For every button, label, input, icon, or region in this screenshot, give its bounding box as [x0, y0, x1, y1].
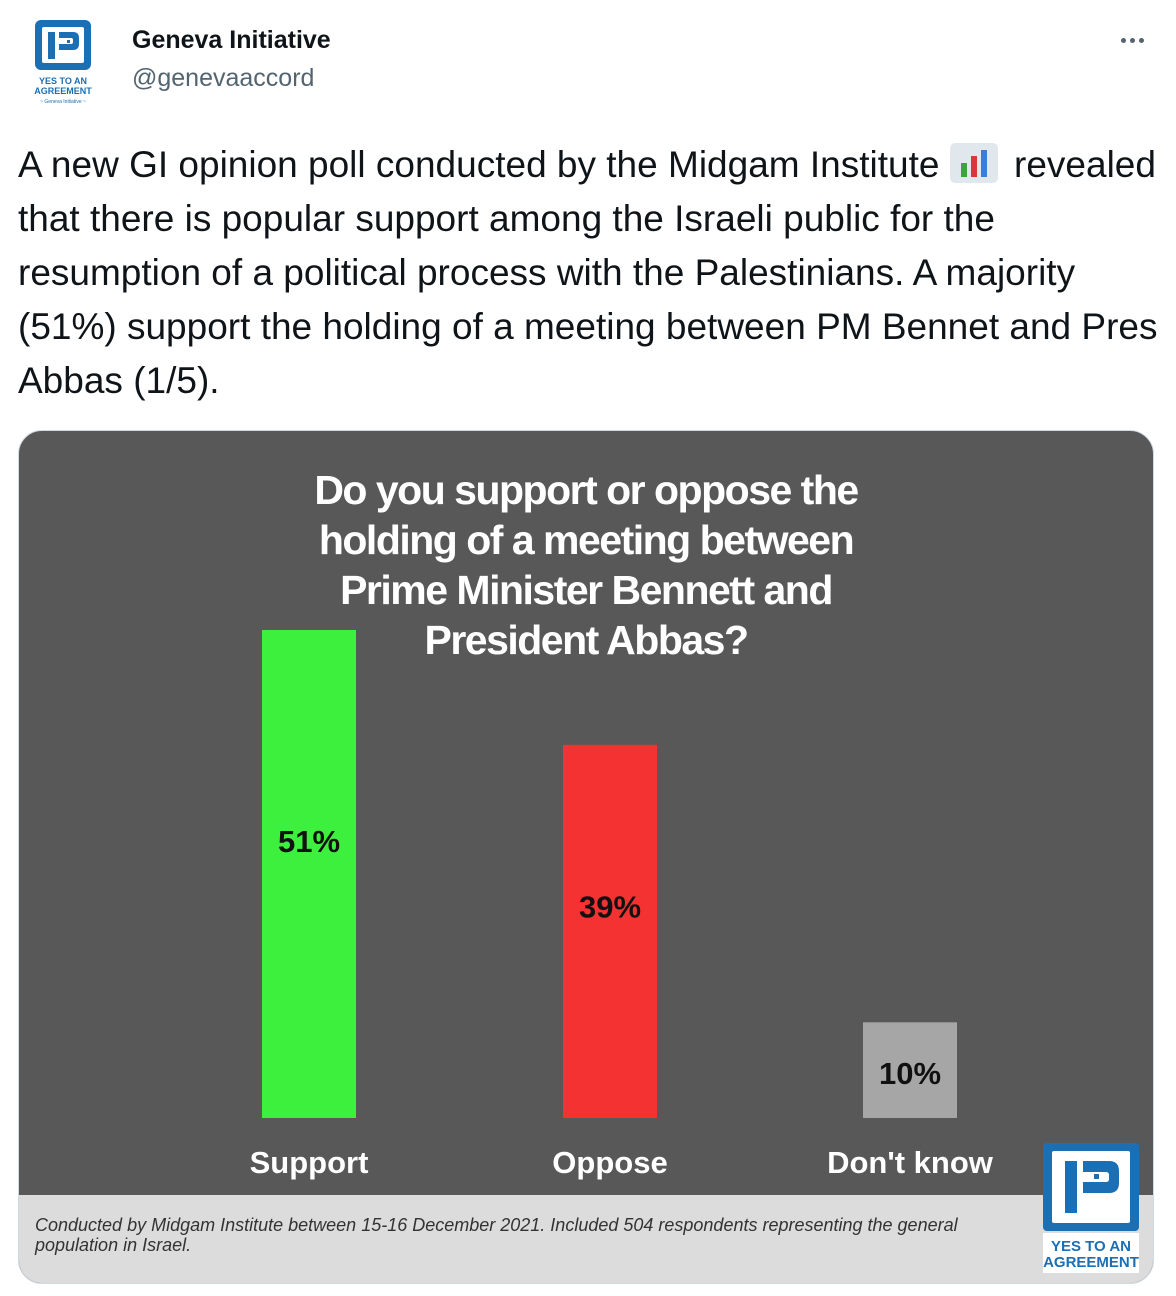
chart-title-line: Prime Minister Bennett and	[340, 567, 833, 613]
avatar[interactable]: YES TO AN AGREEMENT ~ Geneva Initiative …	[22, 18, 104, 110]
bar-2	[863, 1022, 957, 1118]
footnote-bar: Conducted by Midgam Institute between 15…	[19, 1195, 1153, 1283]
avatar-text-line1: YES TO AN	[39, 76, 87, 86]
more-options-button[interactable]	[1110, 22, 1154, 58]
tweet-text-part2: revealed that there is popular support a…	[18, 144, 1158, 401]
avatar-text-line2: AGREEMENT	[34, 86, 92, 96]
chart-title-line: Do you support or oppose the	[314, 467, 859, 513]
bar-chart-emoji-icon	[949, 143, 998, 183]
tweet-image[interactable]: Do you support or oppose the holding of …	[18, 430, 1154, 1284]
tweet-text: A new GI opinion poll conducted by the M…	[18, 138, 1163, 408]
logo-text-line2: AGREEMENT	[1043, 1254, 1139, 1271]
bar-value-label: 39%	[579, 889, 641, 924]
tweet-text-part1: A new GI opinion poll conducted by the M…	[18, 144, 950, 185]
category-label: Support	[250, 1145, 369, 1180]
yes-to-an-agreement-logo: YES TO AN AGREEMENT	[1043, 1143, 1141, 1273]
survey-footnote: Conducted by Midgam Institute between 15…	[35, 1215, 958, 1255]
avatar-text-line3: ~ Geneva Initiative ~	[40, 99, 86, 105]
author-name[interactable]: Geneva Initiative	[132, 26, 331, 54]
bar-0	[262, 630, 356, 1118]
chart-title: Do you support or oppose the holding of …	[19, 465, 1153, 665]
author-handle[interactable]: @genevaaccord	[132, 64, 315, 92]
logo-text-line1: YES TO AN	[1051, 1238, 1131, 1255]
bar-chart: 51% Support 39% Oppose 10% Don't know	[250, 630, 994, 1180]
category-label: Oppose	[552, 1145, 667, 1180]
category-label: Don't know	[827, 1145, 994, 1180]
bar-value-label: 10%	[879, 1056, 941, 1091]
bar-1	[563, 744, 657, 1118]
bar-value-label: 51%	[278, 824, 340, 859]
more-horizontal-icon	[1120, 37, 1144, 43]
chart-title-line: President Abbas?	[424, 617, 749, 663]
chart-title-line: holding of a meeting between	[318, 517, 855, 563]
